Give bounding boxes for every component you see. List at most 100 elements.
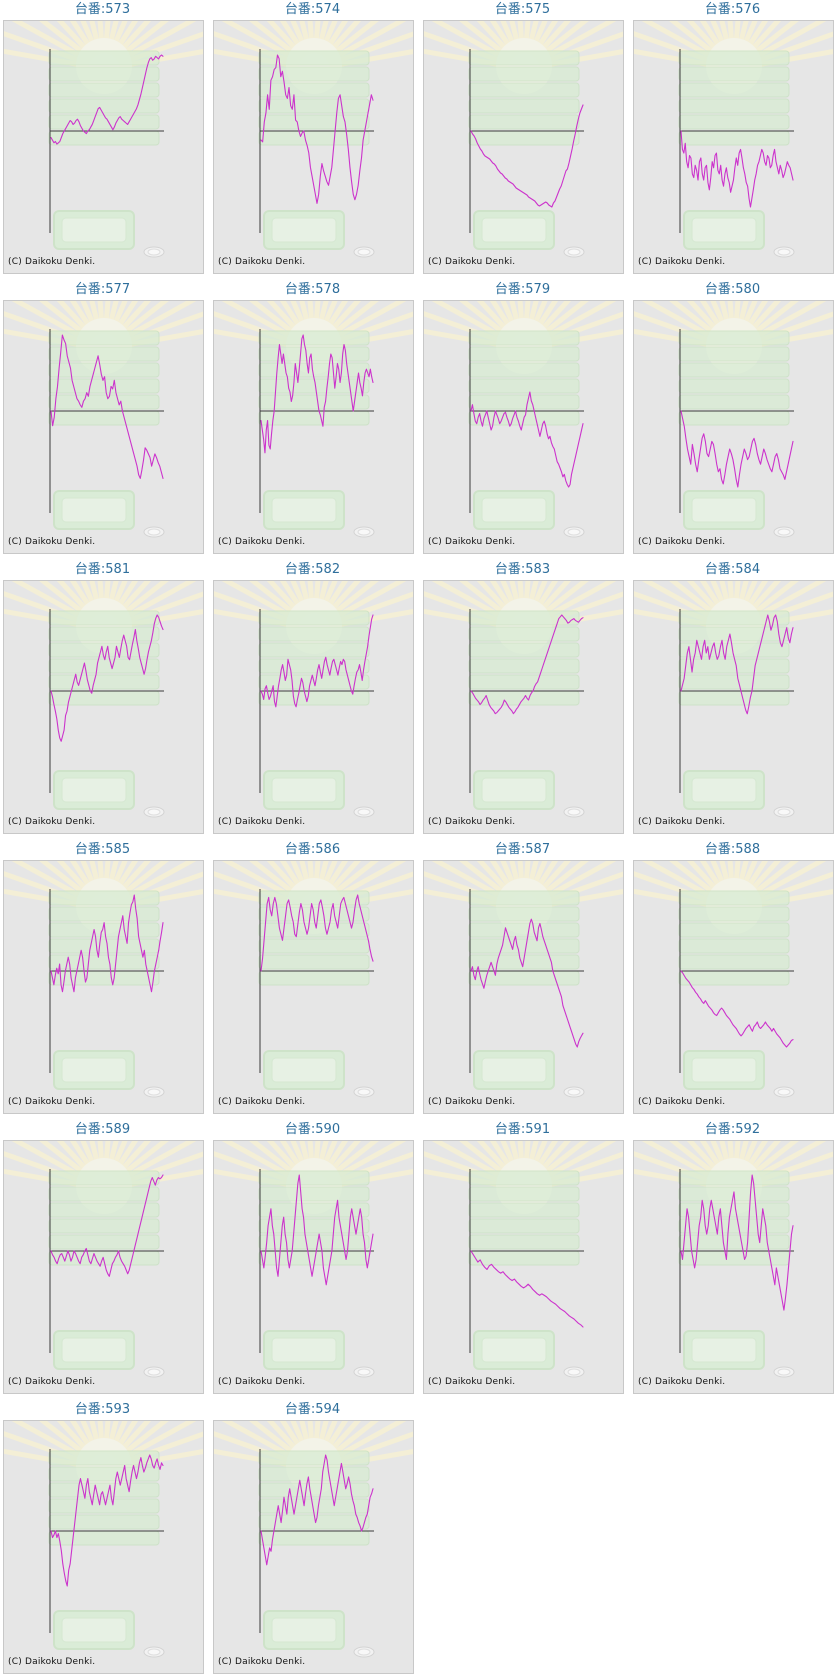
chart-cell: 台番:588 (C) Daikoku Denki. xyxy=(630,840,835,1120)
series-line xyxy=(50,1174,164,1277)
ray xyxy=(741,861,769,897)
coin-inner xyxy=(357,248,371,256)
chart-cell: 台番:573 (C) Daikoku Denki. xyxy=(0,0,205,280)
line-chart xyxy=(49,329,164,513)
ray xyxy=(111,861,139,897)
ray xyxy=(710,1141,730,1175)
coin-inner xyxy=(357,1648,371,1656)
background-bottom-tray xyxy=(263,770,345,810)
background-stack xyxy=(48,610,160,706)
chart-cell: 台番:593 (C) Daikoku Denki. xyxy=(0,1400,205,1680)
tray xyxy=(678,66,790,82)
ray xyxy=(738,861,758,895)
copyright-text: (C) Daikoku Denki. xyxy=(428,1377,516,1387)
tray xyxy=(678,1234,790,1250)
tray xyxy=(258,1202,370,1218)
line-chart xyxy=(49,1169,164,1353)
ray xyxy=(69,581,97,617)
copyright-text: (C) Daikoku Denki. xyxy=(638,537,726,547)
background-art xyxy=(424,21,623,273)
ray xyxy=(69,1141,97,1177)
background-stack xyxy=(48,890,160,986)
ray xyxy=(743,21,782,59)
ray xyxy=(321,21,349,57)
background-coin xyxy=(143,1086,165,1098)
ray xyxy=(102,1421,111,1454)
ray xyxy=(299,861,313,895)
background-art xyxy=(634,861,833,1113)
ray xyxy=(743,581,782,619)
chart-frame: (C) Daikoku Denki. xyxy=(213,20,414,274)
bottom-tray-inner xyxy=(271,1617,337,1643)
ray xyxy=(89,861,103,895)
line-chart xyxy=(259,1169,374,1353)
tray xyxy=(468,674,580,690)
coin-inner xyxy=(777,1088,791,1096)
ray xyxy=(738,1141,758,1175)
ray xyxy=(535,1141,589,1181)
chart-frame: (C) Daikoku Denki. xyxy=(3,300,204,554)
chart-frame: (C) Daikoku Denki. xyxy=(633,860,834,1114)
ray xyxy=(315,861,329,895)
tray xyxy=(48,890,160,906)
chart-title: 台番:589 xyxy=(74,1122,131,1137)
ray xyxy=(500,861,520,895)
chart-title: 台番:579 xyxy=(494,282,551,297)
background-stack xyxy=(258,330,370,426)
chart-frame: (C) Daikoku Denki. xyxy=(213,860,414,1114)
ray xyxy=(312,301,321,334)
background-bottom-tray xyxy=(683,490,765,530)
tray xyxy=(678,610,790,626)
ray xyxy=(323,21,362,59)
bottom-tray-inner xyxy=(271,777,337,803)
ray xyxy=(115,581,169,621)
background-stack xyxy=(468,330,580,426)
bottom-tray-inner xyxy=(61,777,127,803)
ray xyxy=(735,301,749,335)
tray xyxy=(468,50,580,66)
ray xyxy=(113,301,152,339)
ray xyxy=(686,1141,725,1179)
background-coin xyxy=(563,526,585,538)
ray xyxy=(321,581,349,617)
ray xyxy=(710,301,730,335)
ray xyxy=(266,1421,305,1459)
ray xyxy=(323,1141,362,1179)
background-coin xyxy=(773,1366,795,1378)
tray xyxy=(678,114,790,130)
ray xyxy=(299,21,313,55)
chart-cell: 台番:594 (C) Daikoku Denki. xyxy=(210,1400,415,1680)
background-bottom-tray xyxy=(473,210,555,250)
background-bottom-tray xyxy=(53,1610,135,1650)
tray xyxy=(468,330,580,346)
ray xyxy=(323,301,362,339)
background-coin xyxy=(563,1086,585,1098)
ray xyxy=(69,301,97,337)
background-stack xyxy=(48,50,160,146)
coin-inner xyxy=(777,528,791,536)
ray xyxy=(533,301,572,339)
bottom-tray-inner xyxy=(691,1057,757,1083)
bottom-tray-inner xyxy=(271,1057,337,1083)
series-line xyxy=(680,614,794,715)
ray xyxy=(528,21,548,55)
chart-title: 台番:581 xyxy=(74,562,131,577)
background-art xyxy=(634,21,833,273)
ray xyxy=(528,861,548,895)
copyright-text: (C) Daikoku Denki. xyxy=(8,1377,96,1387)
ray xyxy=(105,21,119,55)
chart-cell: 台番:587 (C) Daikoku Denki. xyxy=(420,840,625,1120)
tray xyxy=(258,642,370,658)
background-stack xyxy=(468,1170,580,1266)
background-coin xyxy=(143,806,165,818)
background-coin xyxy=(353,806,375,818)
tray xyxy=(48,954,160,970)
background-bottom-tray xyxy=(683,1050,765,1090)
tray xyxy=(468,98,580,114)
chart-title: 台番:588 xyxy=(704,842,761,857)
ray xyxy=(522,21,531,54)
background-coin xyxy=(143,1646,165,1658)
ray xyxy=(113,581,152,619)
series-line xyxy=(680,410,794,488)
ray xyxy=(459,581,513,621)
